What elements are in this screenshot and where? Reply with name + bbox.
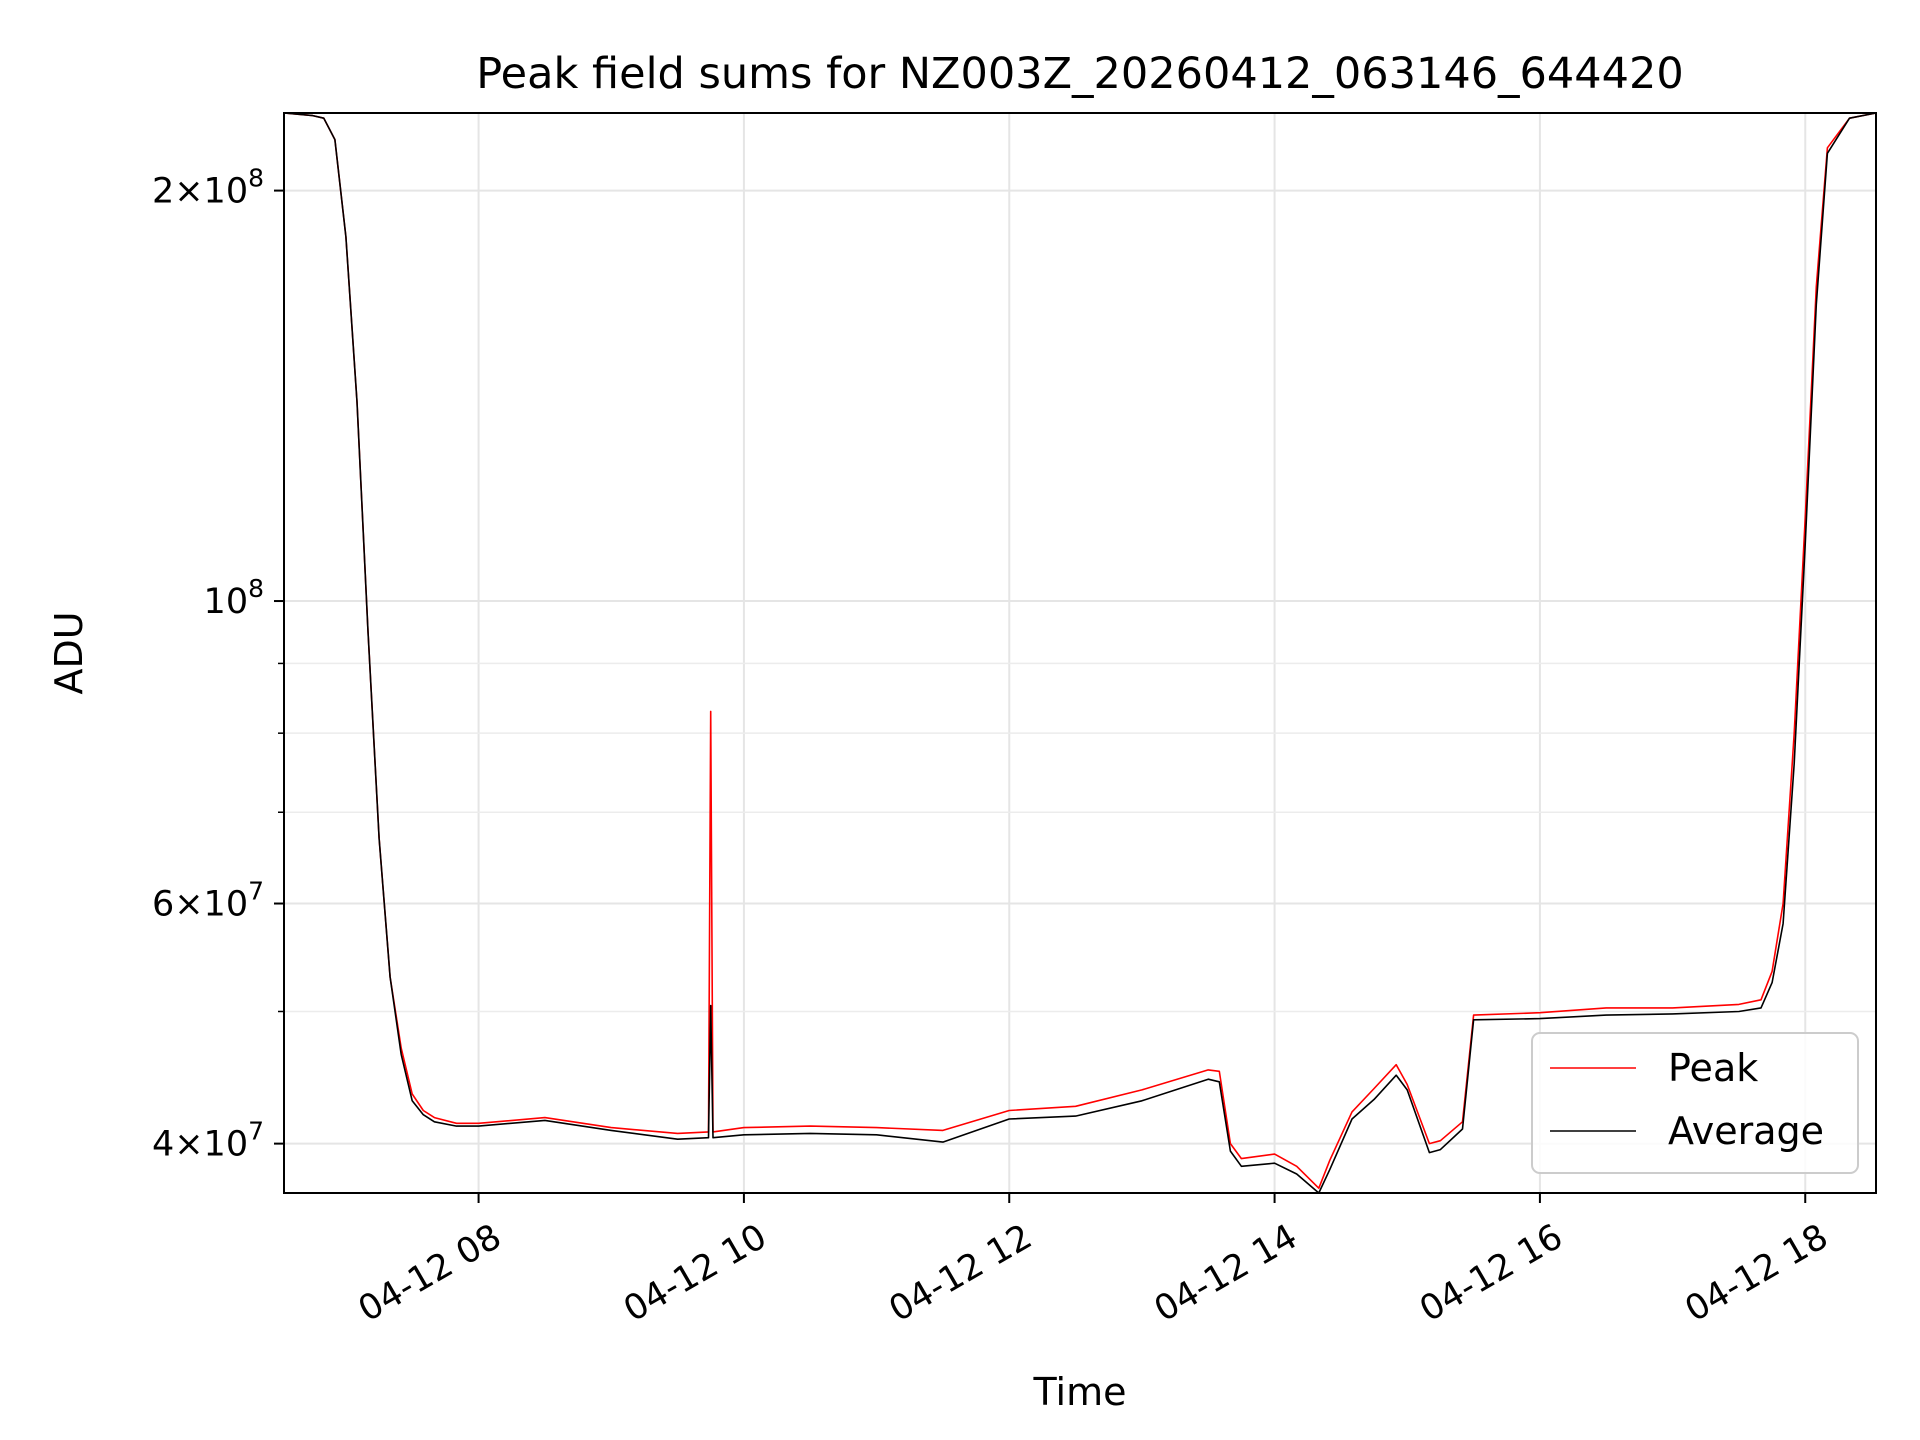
x-axis-label: Time [1033,1370,1127,1414]
y-tick-label: 4×107 [152,1117,264,1165]
series-line-average [283,112,1877,1194]
y-axis-label: ADU [47,611,91,694]
y-tick-label: 2×108 [152,164,264,212]
legend-label-peak: Peak [1668,1046,1758,1090]
series-line-peak [283,112,1877,1189]
y-tick-label: 6×107 [152,877,264,925]
series-layer [283,112,1877,1194]
legend-label-average: Average [1668,1109,1824,1153]
plot-frame [283,112,1877,1194]
legend: Peak Average [1531,1032,1859,1174]
chart-title: Peak field sums for NZ003Z_20260412_0631… [476,49,1683,99]
grid [284,113,1876,1193]
y-tick-label: 108 [204,574,264,622]
